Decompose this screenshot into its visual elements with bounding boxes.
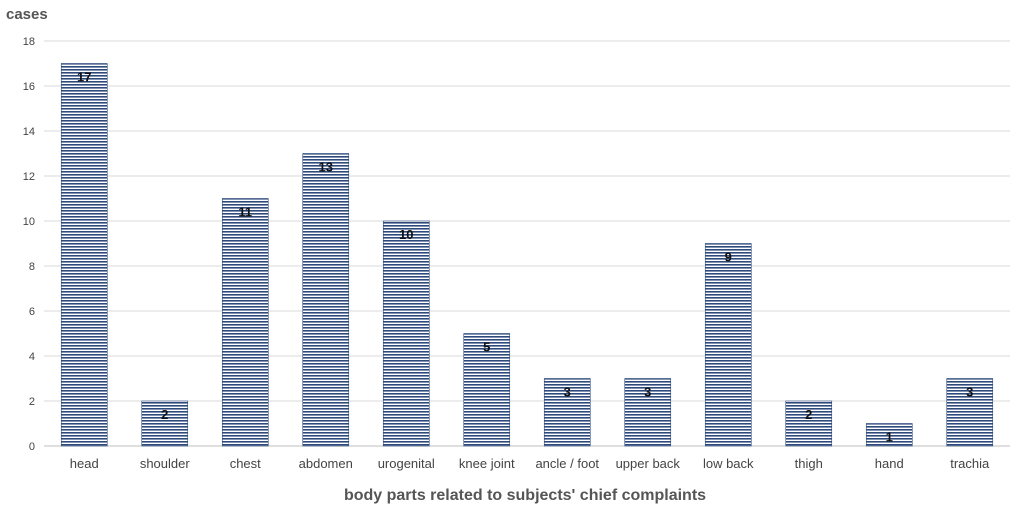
x-tick-label: trachia [950,456,990,471]
x-tick-label: low back [703,456,754,471]
data-label: 13 [319,160,333,175]
bar [60,63,108,447]
bar [785,400,833,447]
y-tick-label: 0 [29,441,35,453]
bar [704,243,752,447]
bar [624,378,672,447]
data-label: 5 [483,340,490,355]
data-label: 17 [77,70,91,85]
y-tick-label: 2 [29,396,35,408]
grid [44,40,1010,447]
bar [946,378,994,447]
x-tick-label: shoulder [140,456,191,471]
data-label: 3 [644,385,651,400]
x-tick-label: abdomen [299,456,353,471]
data-label: 2 [805,407,812,422]
x-tick-label: head [70,456,99,471]
bar [221,198,269,447]
bar [382,220,430,447]
bar [141,400,189,447]
y-tick-label: 12 [23,171,35,183]
x-tick-label: hand [875,456,904,471]
y-axis-label: cases [6,6,48,23]
y-tick-label: 14 [23,126,35,138]
bar [463,333,511,447]
y-tick-label: 8 [29,261,35,273]
x-tick-label: ancle / foot [535,456,599,471]
x-tick-label: knee joint [459,456,515,471]
data-label: 10 [399,227,413,242]
data-label: 1 [886,430,893,445]
x-tick-label: urogenital [378,456,435,471]
data-label: 9 [725,250,732,265]
y-tick-label: 16 [23,81,35,93]
bar [302,153,350,447]
y-tick-label: 6 [29,306,35,318]
bar [543,378,591,447]
y-tick-label: 4 [29,351,35,363]
data-label: 3 [564,385,571,400]
data-label: 3 [966,385,973,400]
y-tick-label: 18 [23,36,35,48]
x-tick-label: upper back [616,456,681,471]
x-tick-label: thigh [795,456,823,471]
x-axis-label: body parts related to subjects' chief co… [344,487,706,504]
data-label: 11 [238,205,252,220]
data-label: 2 [161,407,168,422]
x-tick-label: chest [230,456,261,471]
y-tick-label: 10 [23,216,35,228]
bar [865,423,913,447]
